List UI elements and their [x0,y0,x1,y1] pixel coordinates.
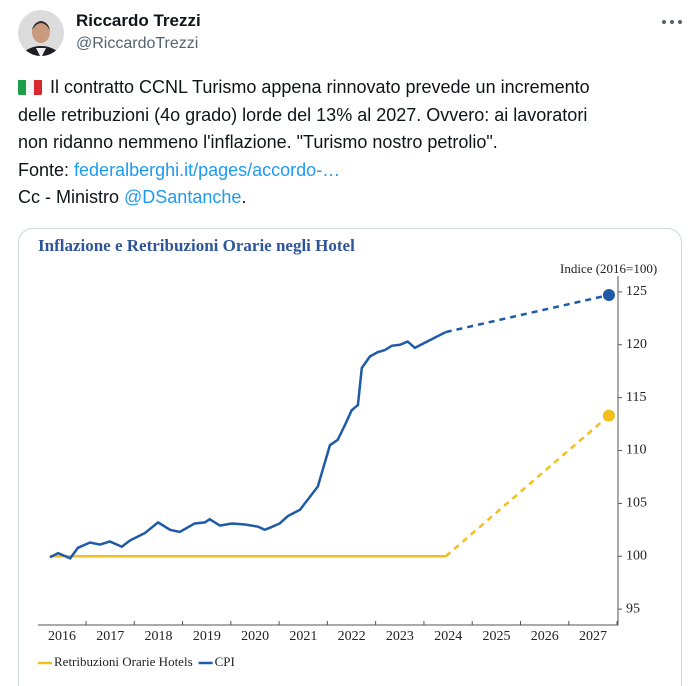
y-tick-label: 95 [626,601,640,616]
text-line: Fonte: federalberghi.it/pages/accordo-… [18,157,590,185]
mention[interactable]: @DSantanche [124,187,242,207]
x-tick-label: 2016 [48,629,76,644]
flag-emoji [18,78,42,95]
y-tick-label: 110 [626,443,646,458]
text: Cc - Ministro [18,187,125,207]
text: Fonte: [18,159,75,180]
legend-label: CPI [215,654,235,669]
text: Il contratto CCNL Turismo appena rinnova… [50,77,590,97]
x-tick-label: 2020 [241,629,269,644]
projection-line [445,293,610,334]
line [49,330,447,560]
y-tick-label: 100 [626,548,647,563]
x-tick-label: 2022 [338,629,366,644]
text-line: delle retribuzioni (4o grado) lorde del … [18,102,590,130]
end-marker [602,289,615,302]
author-handle[interactable]: @RiccardoTrezzi [76,35,199,52]
text: non ridanno nemmeno l'inflazione. "Turis… [18,132,498,152]
y-tick-label: 105 [626,496,647,511]
x-tick-label: 2021 [289,629,317,644]
x-tick-label: 2018 [145,629,173,644]
tweet-text: Il contratto CCNL Turismo appena rinnova… [18,74,590,212]
x-tick-label: 2017 [96,629,124,644]
y-tick-label: 125 [626,284,647,299]
x-tick-label: 2024 [434,629,462,644]
projection-line [444,414,610,558]
y-axis-label: Indice (2016=100) [560,261,657,276]
x-tick-label: 2023 [386,629,414,644]
text-line: non ridanno nemmeno l'inflazione. "Turis… [18,129,590,157]
x-tick-label: 2027 [579,629,607,644]
x-tick-label: 2026 [531,629,559,644]
chart-title: Inflazione e Retribuzioni Orarie negli H… [38,236,355,255]
legend-label: Retribuzioni Orarie Hotels [54,654,193,669]
text-line: Il contratto CCNL Turismo appena rinnova… [18,74,590,102]
more-menu[interactable] [660,17,684,27]
y-tick-label: 115 [626,390,646,405]
text: . [241,187,247,207]
text-line: Cc - Ministro @DSantanche. [18,184,590,212]
end-marker [602,409,615,422]
media-card[interactable] [18,228,682,686]
text: delle retribuzioni (4o grado) lorde del … [18,104,588,125]
y-tick-label: 120 [626,337,647,352]
author-name[interactable]: Riccardo Trezzi [76,11,201,30]
x-tick-label: 2025 [482,629,510,644]
avatar[interactable] [14,6,74,66]
link[interactable]: federalberghi.it/pages/accordo-… [74,159,341,180]
x-tick-label: 2019 [193,629,221,644]
